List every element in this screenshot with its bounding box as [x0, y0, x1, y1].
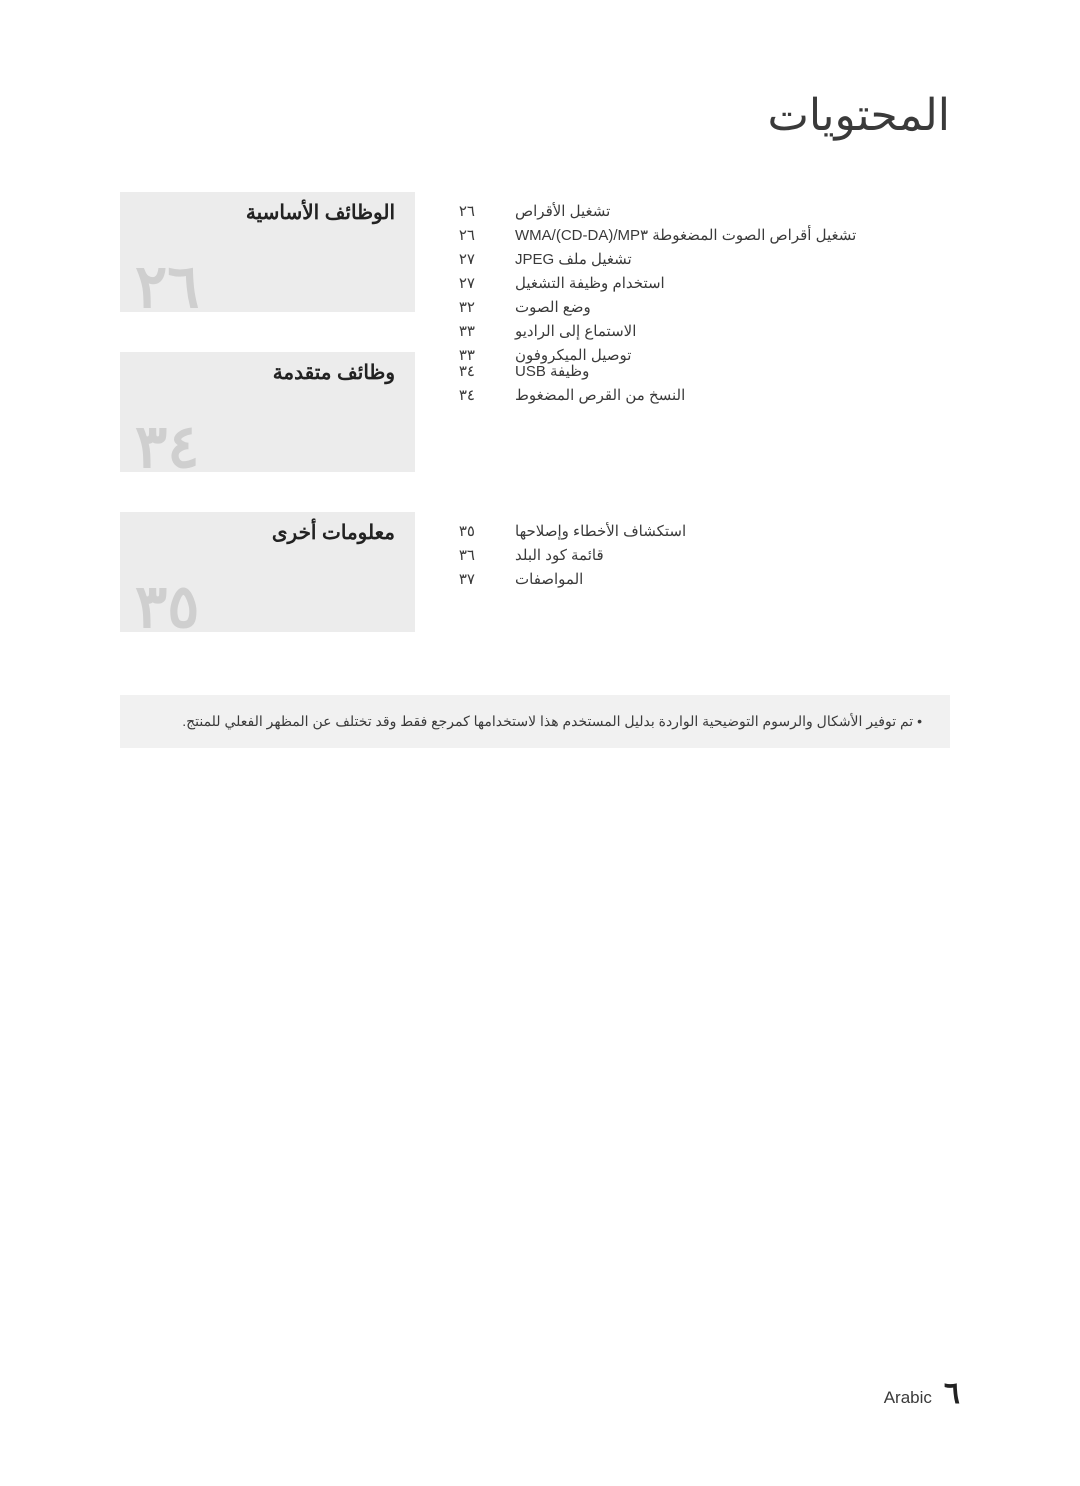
toc-label: تشغيل أقراص الصوت المضغوطة WMA/(CD-DA)/M…: [515, 226, 856, 244]
toc-item: ٣٢وضع الصوت: [415, 298, 950, 316]
section-basic-functions: الوظائف الأساسية ٢٦ ٢٦تشغيل الأقراص ٢٦تش…: [120, 192, 950, 370]
toc-label: استكشاف الأخطاء وإصلاحها: [515, 522, 686, 540]
toc-item: ٣٦قائمة كود البلد: [415, 546, 950, 564]
section-other-info: معلومات أخرى ٣٥ ٣٥استكشاف الأخطاء وإصلاح…: [120, 512, 950, 632]
footer: Arabic ٦: [130, 1376, 960, 1411]
toc-label: وظيفة USB: [515, 362, 589, 380]
section-number-advanced: ٣٤: [135, 417, 199, 477]
section-header-basic: الوظائف الأساسية ٢٦: [120, 192, 415, 312]
toc-page: ٣٤: [415, 362, 515, 380]
footer-lang: Arabic: [884, 1388, 932, 1408]
toc-label: النسخ من القرص المضغوط: [515, 386, 685, 404]
toc-page: ٢٧: [415, 274, 515, 292]
items-basic: ٢٦تشغيل الأقراص ٢٦تشغيل أقراص الصوت المض…: [415, 192, 950, 370]
page-title: المحتويات: [767, 90, 950, 141]
section-header-other: معلومات أخرى ٣٥: [120, 512, 415, 632]
section-title-other: معلومات أخرى: [130, 520, 395, 545]
section-header-advanced: وظائف متقدمة ٣٤: [120, 352, 415, 472]
toc-item: ٣٥استكشاف الأخطاء وإصلاحها: [415, 522, 950, 540]
section-advanced-functions: وظائف متقدمة ٣٤ ٣٤وظيفة USB ٣٤النسخ من ا…: [120, 352, 950, 472]
toc-item: ٢٦تشغيل الأقراص: [415, 202, 950, 220]
toc-page: ٣٣: [415, 322, 515, 340]
section-title-advanced: وظائف متقدمة: [130, 360, 395, 385]
toc-label: استخدام وظيفة التشغيل: [515, 274, 665, 292]
note-text: تم توفير الأشكال والرسوم التوضيحية الوار…: [182, 713, 922, 729]
toc-page: ٢٦: [415, 226, 515, 244]
toc-label: المواصفات: [515, 570, 583, 588]
toc-label: تشغيل الأقراص: [515, 202, 610, 220]
toc-page: ٣٥: [415, 522, 515, 540]
note-box: تم توفير الأشكال والرسوم التوضيحية الوار…: [120, 695, 950, 748]
toc-item: ٣٣الاستماع إلى الراديو: [415, 322, 950, 340]
toc-item: ٣٤النسخ من القرص المضغوط: [415, 386, 950, 404]
footer-page-number: ٦: [944, 1376, 960, 1411]
toc-label: وضع الصوت: [515, 298, 591, 316]
toc-item: ٢٦تشغيل أقراص الصوت المضغوطة WMA/(CD-DA)…: [415, 226, 950, 244]
toc-page: ٢٧: [415, 250, 515, 268]
toc-item: ٢٧استخدام وظيفة التشغيل: [415, 274, 950, 292]
section-number-basic: ٢٦: [135, 257, 199, 317]
toc-item: ٢٧تشغيل ملف JPEG: [415, 250, 950, 268]
toc-page: ٣٤: [415, 386, 515, 404]
toc-item: ٣٧المواصفات: [415, 570, 950, 588]
section-number-other: ٣٥: [135, 577, 199, 637]
toc-label: تشغيل ملف JPEG: [515, 250, 632, 268]
toc-item: ٣٤وظيفة USB: [415, 362, 950, 380]
toc-page: ٣٧: [415, 570, 515, 588]
items-other: ٣٥استكشاف الأخطاء وإصلاحها ٣٦قائمة كود ا…: [415, 512, 950, 594]
toc-label: الاستماع إلى الراديو: [515, 322, 636, 340]
toc-page: ٣٦: [415, 546, 515, 564]
toc-label: قائمة كود البلد: [515, 546, 604, 564]
toc-page: ٣٢: [415, 298, 515, 316]
section-title-basic: الوظائف الأساسية: [130, 200, 395, 225]
items-advanced: ٣٤وظيفة USB ٣٤النسخ من القرص المضغوط: [415, 352, 950, 410]
toc-page: ٢٦: [415, 202, 515, 220]
